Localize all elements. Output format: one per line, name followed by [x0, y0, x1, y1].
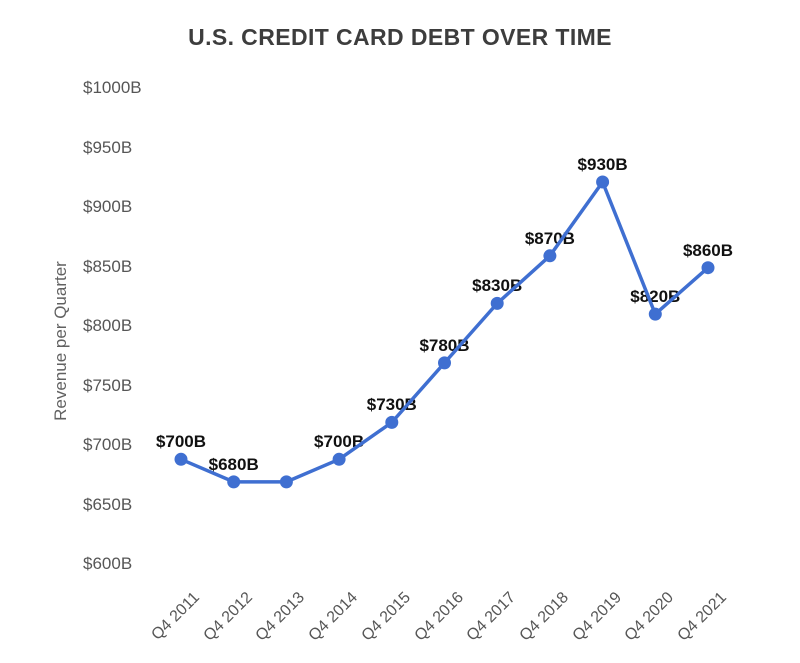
data-point — [543, 249, 557, 263]
data-point — [385, 415, 399, 429]
data-point — [332, 452, 346, 466]
line-series — [179, 180, 710, 484]
y-tick-label: $800B — [83, 316, 133, 335]
data-point-label: $700B — [155, 432, 207, 452]
data-point — [279, 475, 293, 489]
y-tick-label: $600B — [83, 554, 133, 573]
data-point-label: $860B — [682, 240, 734, 260]
data-point-label: $680B — [208, 454, 259, 474]
data-point — [596, 175, 610, 189]
y-tick-label: $700B — [83, 435, 133, 454]
data-point — [227, 475, 241, 489]
data-point-label: $870B — [524, 228, 575, 248]
chart-title: U.S. CREDIT CARD DEBT OVER TIME — [188, 24, 612, 50]
data-point — [438, 356, 451, 370]
data-point-label: $700B — [314, 432, 365, 452]
data-point-label: $930B — [577, 155, 628, 174]
y-tick-label: $1000B — [83, 78, 142, 97]
y-tick-label: $850B — [83, 256, 133, 276]
y-tick-label: $950B — [83, 137, 133, 157]
data-point — [174, 452, 188, 466]
y-tick-label: $750B — [83, 375, 133, 395]
y-tick-label: $650B — [83, 494, 133, 514]
y-tick-label: $900B — [83, 197, 133, 216]
data-point — [490, 296, 504, 310]
data-point — [701, 261, 715, 275]
data-point — [648, 307, 662, 321]
